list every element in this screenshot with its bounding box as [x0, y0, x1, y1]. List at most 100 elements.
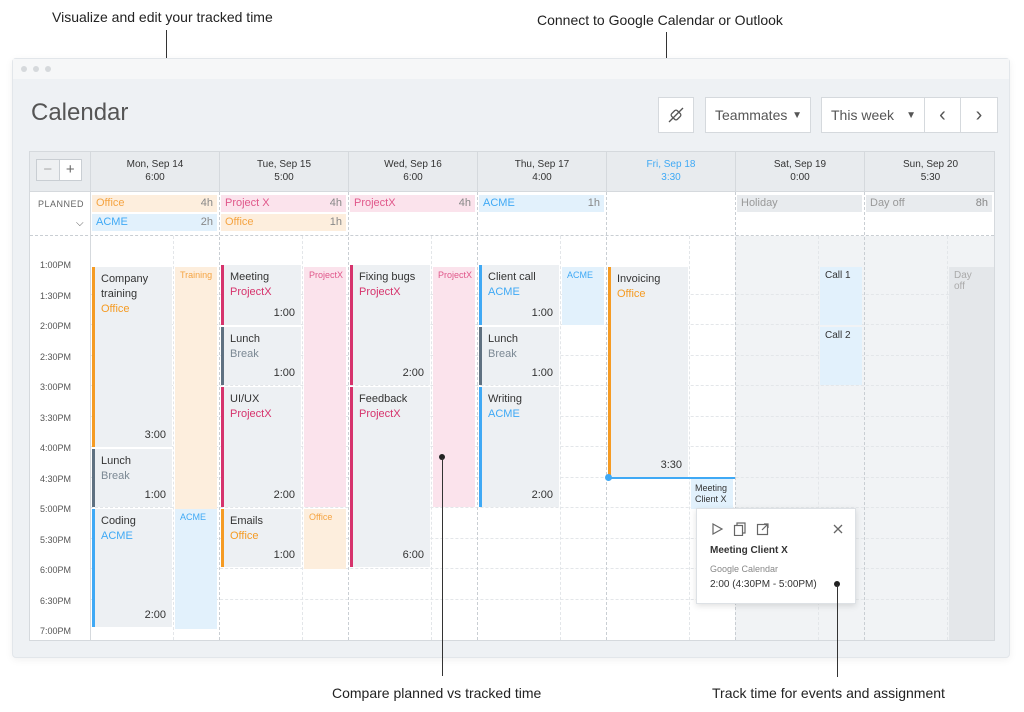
time-label: 3:00PM	[40, 382, 72, 392]
time-label: 5:00PM	[40, 504, 72, 514]
grid-line	[90, 538, 994, 539]
time-label: 4:30PM	[40, 474, 72, 484]
time-entry[interactable]: Company training Office 3:00	[92, 267, 172, 447]
planned-block[interactable]: Call 1	[820, 267, 862, 325]
time-entry[interactable]: Lunch Break 1:00	[479, 327, 559, 385]
planned-block[interactable]: Office	[304, 509, 346, 569]
copy-icon[interactable]	[733, 522, 747, 536]
time-entry[interactable]: Lunch Break 1:00	[92, 449, 172, 507]
planned-block[interactable]: Call 2	[820, 327, 862, 385]
play-icon[interactable]	[710, 522, 724, 536]
time-label: 1:00PM	[40, 260, 72, 270]
chevron-down-icon[interactable]: ⌵	[76, 218, 84, 229]
grid-column-line	[606, 192, 607, 640]
planned-block[interactable]: Day off	[949, 267, 994, 640]
time-entry[interactable]: Feedback ProjectX 6:00	[350, 387, 430, 567]
planned-chip-name: ProjectX	[354, 197, 396, 209]
time-label: 4:00PM	[40, 443, 72, 453]
teammates-dropdown[interactable]: Teammates ▼	[705, 97, 811, 133]
planned-block[interactable]: Training	[175, 267, 217, 517]
day-label: Wed, Sep 16	[384, 159, 442, 170]
period-dropdown[interactable]: This week ▼	[821, 97, 925, 133]
time-entry[interactable]: Client call ACME 1:00	[479, 265, 559, 325]
day-label: Tue, Sep 15	[256, 159, 312, 170]
time-entry[interactable]: Emails Office 1:00	[221, 509, 301, 567]
planned-block[interactable]: ProjectX	[433, 267, 475, 507]
callout-compare-line	[442, 458, 443, 676]
time-label: 1:30PM	[40, 291, 72, 301]
unlink-plug-icon	[668, 107, 684, 123]
day-label: Sun, Sep 20	[902, 159, 959, 170]
day-header-mon[interactable]: Mon, Sep 14 6:00	[90, 152, 219, 192]
next-week-button[interactable]: ›	[960, 97, 998, 133]
open-external-icon[interactable]	[756, 522, 770, 536]
close-icon[interactable]	[832, 523, 844, 535]
teammates-label: Teammates	[715, 107, 788, 123]
day-header-thu[interactable]: Thu, Sep 17 4:00	[477, 152, 606, 192]
entry-duration: 1:00	[531, 307, 553, 319]
calendar-event-block[interactable]: Meeting Client X	[691, 479, 733, 509]
entry-project: ProjectX	[230, 408, 272, 420]
current-time-dot	[605, 474, 612, 481]
planned-chip[interactable]: Office 4h	[92, 195, 217, 212]
grid-subcolumn-line	[302, 236, 303, 640]
day-header-tue[interactable]: Tue, Sep 15 5:00	[219, 152, 348, 192]
planned-chip[interactable]: Day off 8h	[866, 195, 992, 212]
entry-project: Office	[617, 288, 646, 300]
time-entry[interactable]: Invoicing Office 3:30	[608, 267, 688, 477]
entry-project: Office	[101, 303, 130, 315]
planned-block[interactable]: ProjectX	[304, 267, 346, 507]
planned-chip[interactable]: Office 1h	[221, 214, 346, 231]
planned-chip[interactable]: ACME 2h	[92, 214, 217, 231]
planned-label: PLANNED	[38, 199, 85, 209]
planned-block[interactable]: ACME	[562, 267, 604, 325]
day-header-wed[interactable]: Wed, Sep 16 6:00	[348, 152, 477, 192]
current-time-line	[608, 477, 735, 479]
entry-name: Company training	[101, 273, 149, 300]
planned-chip[interactable]: ACME 1h	[479, 195, 604, 212]
entry-name: Coding	[101, 515, 136, 527]
day-header-fri[interactable]: Fri, Sep 18 3:30	[606, 152, 735, 192]
planned-chip[interactable]: ProjectX 4h	[350, 195, 475, 212]
connect-calendar-button[interactable]	[658, 97, 694, 133]
entry-project: Break	[488, 348, 517, 360]
time-label: 2:30PM	[40, 352, 72, 362]
time-entry[interactable]: Lunch Break 1:00	[221, 327, 301, 385]
entry-project: Office	[230, 530, 259, 542]
callout-visualize: Visualize and edit your tracked time	[52, 9, 273, 25]
time-entry[interactable]: Fixing bugs ProjectX 2:00	[350, 265, 430, 385]
time-entry[interactable]: Coding ACME 2:00	[92, 509, 172, 627]
entry-duration: 2:00	[273, 489, 295, 501]
planned-chip[interactable]: Holiday	[737, 195, 862, 212]
planned-chip[interactable]: Project X 4h	[221, 195, 346, 212]
app-window: Calendar Teammates ▼ This week ▼ ‹ › − +…	[12, 58, 1010, 658]
period-label: This week	[831, 107, 895, 123]
entry-name: Invoicing	[617, 273, 661, 285]
time-entry[interactable]: Writing ACME 2:00	[479, 387, 559, 507]
planned-row	[30, 192, 994, 236]
time-entry[interactable]: UI/UX ProjectX 2:00	[221, 387, 301, 507]
grid-line	[90, 599, 994, 600]
time-label: 3:30PM	[40, 413, 72, 423]
entry-duration: 2:00	[144, 609, 166, 621]
entry-duration: 1:00	[144, 489, 166, 501]
zoom-out-button[interactable]: −	[37, 160, 60, 180]
entry-project: ACME	[488, 408, 520, 420]
day-header-sat[interactable]: Sat, Sep 19 0:00	[735, 152, 864, 192]
entry-name: Lunch	[488, 333, 518, 345]
day-header-sun[interactable]: Sun, Sep 20 5:30	[864, 152, 994, 192]
zoom-in-button[interactable]: +	[65, 161, 75, 178]
callout-compare-dot	[439, 454, 445, 460]
planned-block[interactable]: ACME	[175, 509, 217, 629]
popup-time: 2:00 (4:30PM - 5:00PM)	[710, 579, 817, 590]
entry-name: UI/UX	[230, 393, 260, 405]
entry-project: ProjectX	[359, 286, 401, 298]
time-entry[interactable]: Meeting ProjectX 1:00	[221, 265, 301, 325]
grid-column-line	[348, 192, 349, 640]
planned-chip-name: ACME	[96, 216, 128, 228]
callout-track: Track time for events and assignment	[712, 685, 945, 701]
caret-down-icon: ▼	[792, 109, 802, 121]
prev-week-button[interactable]: ‹	[924, 97, 961, 133]
entry-project: ACME	[488, 286, 520, 298]
window-dot	[45, 66, 51, 72]
